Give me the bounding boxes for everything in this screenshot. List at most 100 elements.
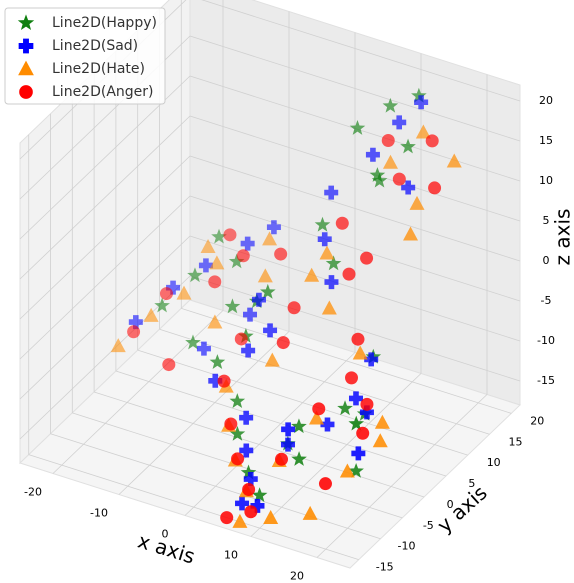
y-tick-label: 5 (468, 477, 475, 490)
marker (276, 336, 290, 350)
grid-line (118, 331, 290, 495)
grid-line (28, 454, 359, 561)
marker (223, 228, 237, 242)
marker (251, 487, 268, 503)
marker (356, 426, 370, 440)
marker (110, 338, 126, 353)
marker (302, 505, 318, 520)
marker (250, 498, 265, 513)
marker (364, 352, 379, 367)
grid-line (201, 0, 521, 102)
grid-line (52, 310, 224, 474)
marker (127, 325, 141, 339)
marker (312, 402, 326, 416)
marks (110, 87, 462, 528)
marker (263, 323, 278, 338)
legend-marker (18, 60, 34, 76)
y-tick-label: 10 (487, 456, 501, 469)
marker (209, 255, 225, 270)
marker (281, 422, 296, 437)
marker (428, 181, 442, 195)
grid-line (159, 328, 490, 435)
grid-line (50, 433, 381, 540)
marker (187, 267, 203, 283)
marker (352, 345, 368, 360)
marker (372, 433, 388, 448)
legend-label: Line2D(Sad) (52, 38, 138, 54)
legend-label: Line2D(Anger) (52, 84, 154, 100)
marker (392, 172, 406, 186)
marker (392, 115, 407, 130)
marker (176, 285, 192, 300)
grid-line (93, 391, 425, 498)
marker (339, 463, 355, 478)
grid-line (184, 352, 356, 516)
marker (382, 97, 399, 113)
marker (446, 153, 462, 168)
marker (409, 195, 425, 210)
marker (291, 418, 307, 434)
marker (304, 267, 320, 282)
legend-marker (19, 85, 33, 99)
marker (128, 315, 143, 330)
marker (337, 400, 353, 416)
marker (287, 301, 301, 315)
x-tick-label: -10 (90, 507, 108, 520)
marker (229, 393, 246, 408)
marker (239, 410, 254, 425)
marker (348, 415, 365, 431)
marker (159, 287, 173, 301)
grid-line (189, 155, 521, 262)
marker (324, 275, 339, 290)
marker (266, 220, 281, 235)
marker (318, 477, 332, 491)
legend-label: Line2D(Hate) (52, 61, 145, 77)
marker (349, 120, 366, 135)
z-tick-label: 20 (539, 94, 553, 107)
marker (314, 216, 331, 232)
marker (242, 482, 256, 496)
marker (162, 358, 176, 372)
marker (224, 298, 241, 314)
x-tick-label: 0 (162, 528, 169, 541)
marker (382, 154, 398, 169)
marker (365, 147, 380, 162)
grid-line (19, 115, 191, 280)
marker (154, 297, 170, 313)
marker (241, 343, 256, 358)
grid-line (19, 195, 191, 360)
z-tick-label: 15 (539, 134, 553, 147)
marker (369, 167, 386, 182)
marker (309, 410, 325, 425)
marker (335, 216, 349, 230)
legend-marker (18, 38, 34, 54)
marker (209, 354, 226, 369)
legend-box (4, 7, 166, 105)
marker (411, 87, 427, 103)
marker (374, 414, 390, 429)
grid-line (250, 373, 422, 537)
marker (257, 268, 273, 283)
marker (235, 496, 250, 511)
y-axis-label: y axis (432, 480, 491, 537)
marker (403, 226, 419, 241)
legend-marker (17, 14, 35, 30)
grid-line (189, 275, 521, 382)
x-tick-label: 20 (290, 570, 304, 583)
marker (207, 314, 223, 329)
marker (185, 334, 201, 350)
marker (342, 267, 356, 281)
marker (348, 462, 364, 478)
legend-label: Line2D(Happy) (52, 15, 157, 31)
y-tick-label: 20 (530, 414, 544, 427)
grid-line (189, 195, 521, 302)
z-tick-label: 0 (543, 254, 550, 267)
marker (324, 185, 339, 200)
marker (224, 417, 238, 431)
ticks: -20 -10 0 10 20 -15 -10 -5 0 5 10 15 20 -15 -10 -5 0 5 10 1… (24, 94, 555, 583)
marker (240, 464, 257, 480)
marker (211, 228, 227, 244)
marker (232, 513, 248, 528)
marker (371, 172, 388, 188)
x-tick-label: 10 (224, 549, 238, 562)
